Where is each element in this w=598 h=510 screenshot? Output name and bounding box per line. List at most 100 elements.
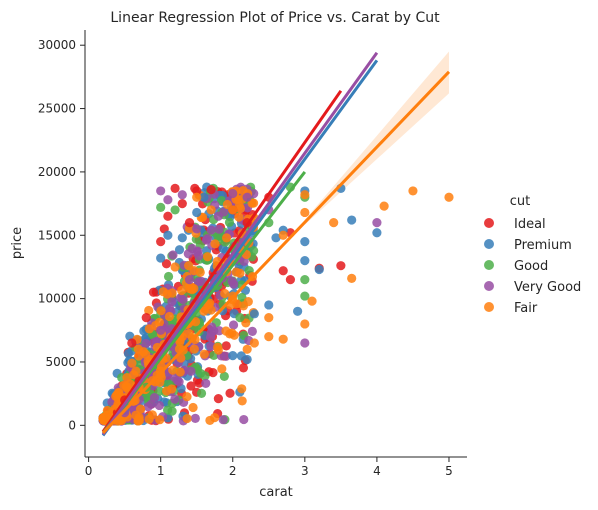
point-ideal [161,259,172,269]
point-very-good [214,326,224,336]
point-fair [217,364,227,374]
point-very-good [372,217,382,228]
point-fair [242,344,252,354]
y-tick-label: 0 [68,418,76,432]
y-tick-label: 10000 [38,292,76,306]
point-very-good [156,186,166,196]
point-fair [234,212,244,222]
point-fair [127,358,137,368]
legend-marker [484,260,494,270]
point-premium [372,228,382,238]
chart-title: Linear Regression Plot of Price vs. Cara… [110,10,440,26]
point-fair [168,365,178,375]
point-very-good [221,351,231,361]
point-good [163,405,173,415]
point-fair [300,319,310,329]
point-premium [271,233,281,243]
point-fair [329,217,339,228]
point-good [300,291,310,301]
point-fair [182,413,192,424]
point-fair [444,192,454,202]
point-very-good [207,322,217,332]
y-tick-label: 15000 [38,228,76,242]
point-fair [379,201,389,211]
point-very-good [218,415,228,425]
ci-band-fair [304,51,449,225]
point-fair [203,299,214,310]
legend-label: Good [514,259,548,274]
point-fair [278,230,288,240]
point-fair [188,402,198,413]
point-ideal [285,275,296,285]
point-premium [156,253,166,263]
point-fair [147,410,158,420]
point-good [219,371,229,381]
point-ideal [148,287,159,297]
point-premium [300,256,310,266]
point-fair [182,392,192,402]
y-tick-label: 5000 [45,355,76,369]
point-very-good [170,394,180,404]
legend-title: cut [510,194,530,209]
point-ideal [278,266,288,276]
legend: cut Ideal Premium Good Very Good Fair [484,194,581,316]
point-premium [228,351,238,361]
x-tick-label: 1 [157,464,165,478]
point-fair [300,190,310,200]
point-very-good [300,338,310,348]
point-fair [264,313,274,323]
point-premium [163,230,173,240]
point-good [170,205,180,215]
point-very-good [206,225,216,235]
point-premium [300,236,310,247]
point-fair [156,306,166,316]
point-fair [155,377,165,387]
point-premium [293,306,303,316]
point-fair [222,233,232,243]
point-very-good [184,275,195,285]
point-fair [278,334,288,344]
point-ideal [156,236,166,247]
point-ideal [208,368,218,378]
point-fair [133,351,144,361]
point-fair [300,207,310,218]
point-premium [264,300,274,310]
x-tick-label: 0 [85,464,93,478]
legend-label: Fair [514,301,538,316]
point-very-good [183,249,193,259]
point-premium [192,207,202,218]
point-very-good [190,413,200,424]
point-fair [164,311,175,322]
point-fair [195,267,205,278]
x-axis-label: carat [259,485,293,500]
point-premium [177,233,187,243]
point-ideal [186,381,196,391]
legend-label: Premium [514,238,572,253]
point-good [224,217,235,227]
point-ideal [221,341,231,351]
point-fair [125,379,135,389]
point-very-good [229,279,239,289]
point-fair [213,342,223,352]
point-very-good [192,224,202,234]
point-good [154,386,165,396]
point-ideal [163,211,173,221]
legend-label: Ideal [514,217,546,232]
x-tick-label: 4 [373,464,381,478]
point-ideal [177,198,187,209]
point-very-good [177,190,187,200]
point-fair [155,415,165,425]
point-fair [161,386,172,396]
point-very-good [163,195,173,205]
point-fair [131,410,141,420]
legend-marker [484,239,494,249]
point-ideal [238,363,249,373]
point-very-good [206,341,216,351]
point-fair [129,370,139,380]
point-very-good [149,392,160,403]
point-fair [112,389,122,400]
point-fair [192,192,202,202]
point-very-good [196,276,206,286]
point-fair [189,284,199,294]
